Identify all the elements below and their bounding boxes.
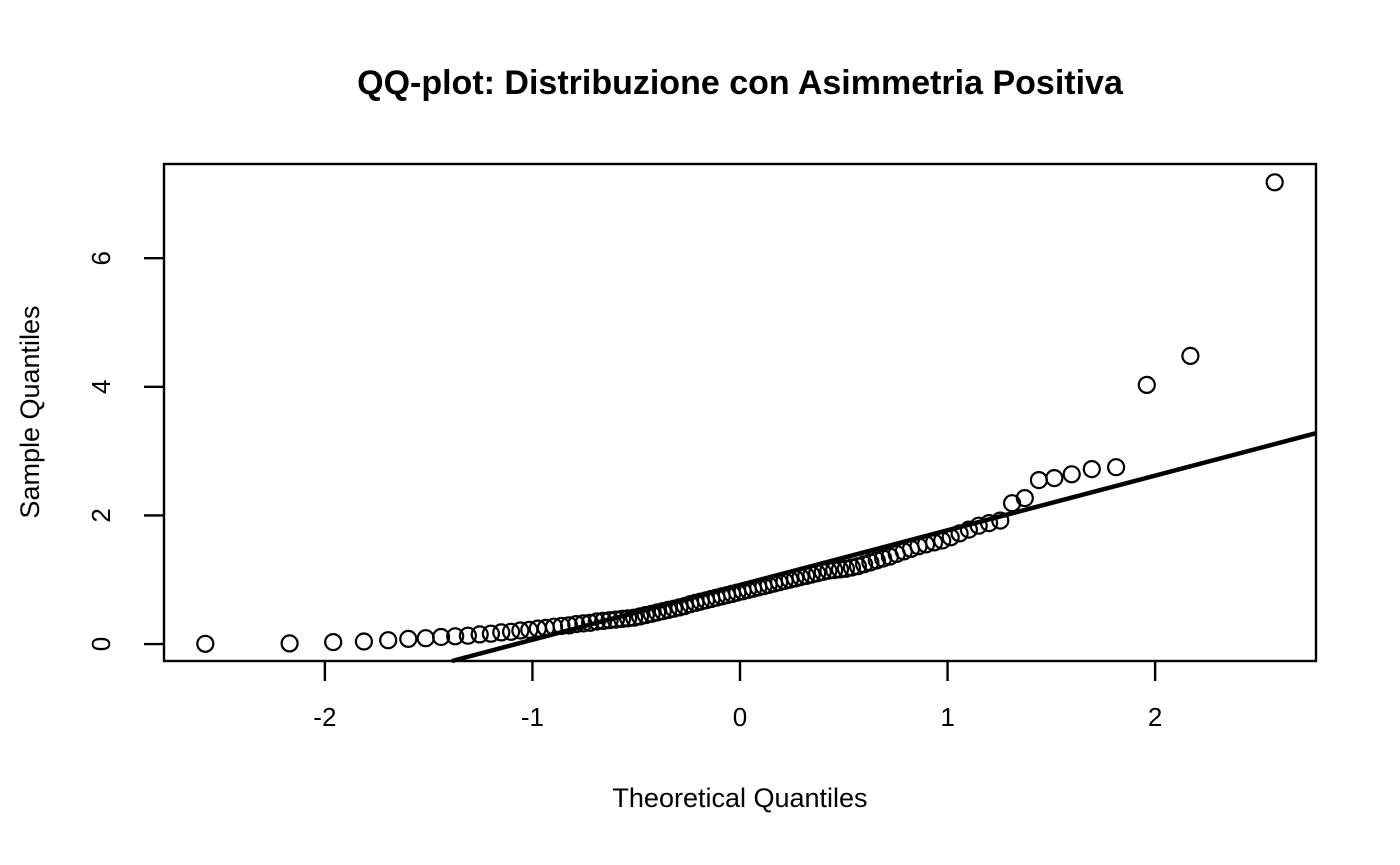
qq-point <box>1029 471 1049 490</box>
qq-point <box>481 624 500 643</box>
reference-line-group <box>451 430 1317 664</box>
qq-point <box>196 634 215 653</box>
x-axis-label: Theoretical Quantiles <box>612 783 867 813</box>
qq-point <box>492 623 511 642</box>
qq-point <box>830 560 850 579</box>
qq-point <box>979 513 999 533</box>
qq-point <box>574 614 593 633</box>
plot-title: QQ-plot: Distribuzione con Asimmetria Po… <box>357 64 1124 102</box>
qq-point <box>1137 375 1156 394</box>
qq-reference-line <box>451 430 1317 664</box>
qq-point <box>324 632 343 652</box>
qq-point <box>959 520 979 539</box>
qq-point <box>612 609 632 629</box>
qq-point <box>399 629 418 649</box>
x-tick-label: 0 <box>733 702 747 732</box>
qq-point <box>446 627 465 646</box>
qq-point <box>1082 460 1101 479</box>
qq-point <box>559 616 579 635</box>
qq-point <box>941 528 960 547</box>
qq-point <box>1045 469 1064 488</box>
qq-point <box>379 631 398 650</box>
qq-point <box>458 626 477 645</box>
qq-point <box>825 560 844 580</box>
qq-point <box>594 611 613 631</box>
data-points <box>196 173 1284 653</box>
qq-point <box>969 516 988 535</box>
plot-frame-group <box>162 162 1318 663</box>
qq-point <box>502 622 521 641</box>
qq-point <box>354 632 373 651</box>
qq-point <box>470 625 489 644</box>
qq-point <box>432 627 451 647</box>
x-tick-label: -2 <box>313 702 336 732</box>
qq-point <box>950 524 969 543</box>
axis-ticks: -2 -1 0 1 2 0 2 4 6 <box>86 251 1162 732</box>
qq-point <box>1062 465 1081 484</box>
qq-point <box>819 561 838 580</box>
x-tick-label: 1 <box>940 702 954 732</box>
plot-frame <box>162 162 1318 663</box>
qq-point <box>580 613 600 632</box>
y-tick-label: 0 <box>86 637 116 651</box>
qq-point <box>600 611 619 630</box>
qq-point <box>416 629 435 648</box>
x-tick-label: -1 <box>521 702 544 732</box>
qq-point <box>1181 346 1200 365</box>
qq-point <box>1106 458 1126 477</box>
qq-point <box>606 610 626 629</box>
qq-point <box>1265 173 1284 192</box>
qq-point <box>924 533 944 552</box>
qq-point <box>280 634 299 653</box>
qq-point <box>618 609 638 628</box>
qq-point <box>587 612 606 631</box>
x-tick-label: 2 <box>1148 702 1162 732</box>
y-tick-label: 4 <box>86 380 116 394</box>
y-tick-label: 2 <box>86 508 116 522</box>
y-axis-label: Sample Quantiles <box>15 305 45 518</box>
qq-point <box>933 531 952 550</box>
qq-point <box>511 621 530 640</box>
qq-point <box>1015 489 1034 508</box>
y-tick-label: 6 <box>86 251 116 265</box>
qq-point <box>567 614 586 634</box>
qq-point <box>991 511 1010 530</box>
